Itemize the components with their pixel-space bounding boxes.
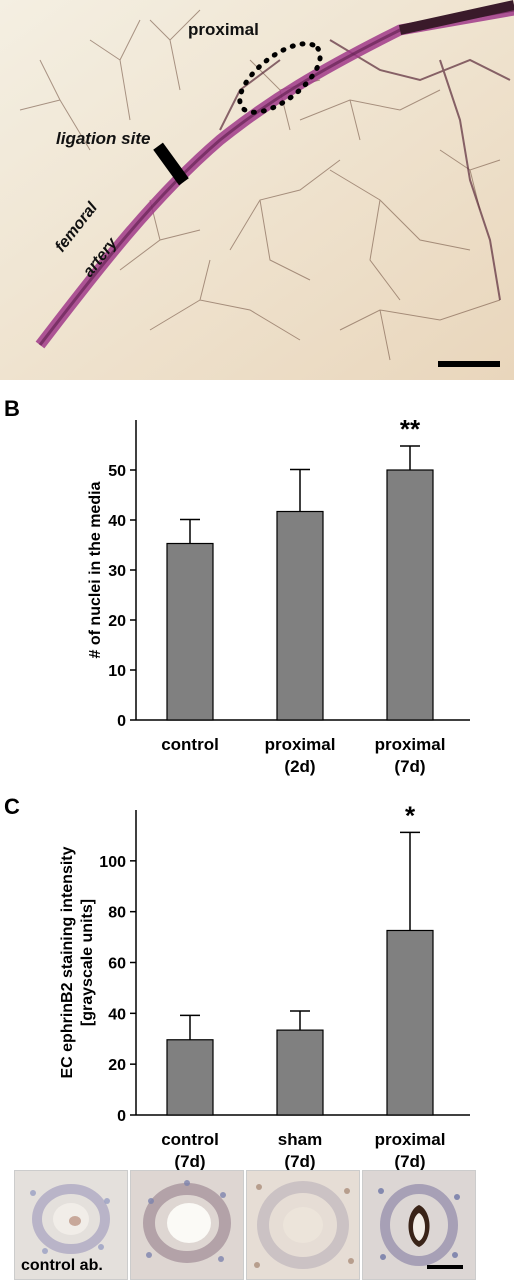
category-label: proximal xyxy=(375,1130,446,1149)
y-axis-label: EC ephrinB2 staining intensity xyxy=(59,846,76,1078)
thumbnail-sham-7d xyxy=(246,1170,360,1280)
femoral-artery-micrograph xyxy=(0,0,514,380)
bar xyxy=(166,1039,214,1116)
proximal-label: proximal xyxy=(188,20,259,39)
control-antibody-label: control ab. xyxy=(21,1257,103,1274)
y-tick-label: 80 xyxy=(108,905,126,922)
y-tick-label: 10 xyxy=(108,663,126,680)
y-tick-label: 100 xyxy=(99,854,126,871)
category-label: (2d) xyxy=(284,757,315,776)
ligation-marker xyxy=(153,142,189,186)
y-tick-label: 0 xyxy=(117,713,126,730)
panel-label-c: C xyxy=(4,794,20,819)
category-label: (7d) xyxy=(174,1152,205,1170)
chart-c: 0 20 40 60 80 100 EC ephrinB2 staining intensi… xyxy=(0,790,514,1171)
y-tick-label: 60 xyxy=(108,956,126,973)
scale-bar-a xyxy=(438,361,500,367)
significance-marker: * xyxy=(405,800,416,830)
thumbnail-control-7d xyxy=(130,1170,244,1280)
bar xyxy=(166,542,214,721)
chart-c-plot: 0 20 40 60 80 100 EC ephrinB2 staining intensi… xyxy=(59,800,470,1171)
bar xyxy=(276,510,324,721)
bar xyxy=(386,929,434,1116)
bar xyxy=(276,1029,324,1116)
chart-b: 0 10 20 30 40 50 # of nuclei in the media contr… xyxy=(0,390,514,790)
chart-b-plot: 0 10 20 30 40 50# of nuclei in the media contr… xyxy=(87,414,470,776)
y-axis-label: [grayscale units] xyxy=(79,899,96,1026)
ligation-site-label: ligation site xyxy=(56,129,151,148)
significance-marker: ** xyxy=(400,414,421,444)
category-label: (7d) xyxy=(394,1152,425,1170)
category-label: control xyxy=(161,735,219,754)
category-label: proximal xyxy=(375,735,446,754)
thumbnail-control-antibody: control ab. xyxy=(14,1170,128,1280)
proximal-region-outline xyxy=(237,41,323,115)
y-tick-label: 50 xyxy=(108,463,126,480)
y-tick-label: 40 xyxy=(108,513,126,530)
category-label: control xyxy=(161,1130,219,1149)
y-tick-label: 20 xyxy=(108,613,126,630)
bar xyxy=(386,469,434,721)
category-label: sham xyxy=(278,1130,322,1149)
category-label: proximal xyxy=(265,735,336,754)
y-tick-label: 40 xyxy=(108,1006,126,1023)
y-axis-label: # of nuclei in the media xyxy=(87,481,104,658)
thumbnail-proximal-7d xyxy=(362,1170,476,1280)
category-label: (7d) xyxy=(284,1152,315,1170)
y-tick-label: 0 xyxy=(117,1108,126,1125)
category-label: (7d) xyxy=(394,757,425,776)
scale-bar-c xyxy=(427,1265,463,1269)
y-tick-label: 30 xyxy=(108,563,126,580)
panel-label-b: B xyxy=(4,396,20,421)
y-tick-label: 20 xyxy=(108,1057,126,1074)
